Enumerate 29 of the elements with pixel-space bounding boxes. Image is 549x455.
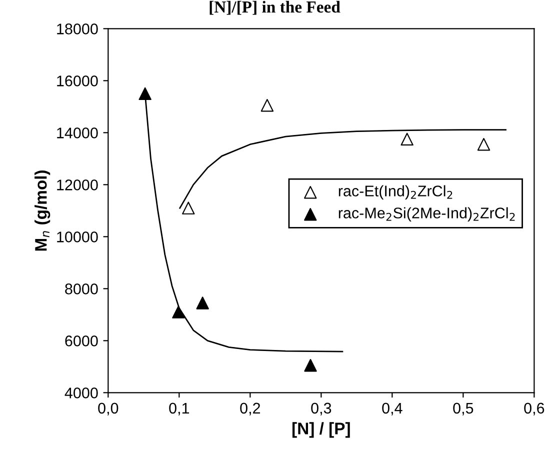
x-tick-label: 0,1 (169, 402, 190, 416)
line-series (179, 129, 506, 209)
x-tick-label: 0,5 (453, 402, 474, 416)
y-tick-label: 8000 (65, 284, 98, 294)
x-tick-label: 0,0 (98, 402, 118, 416)
x-tick-label: 0,3 (311, 402, 332, 416)
y-tick-label: 12000 (57, 180, 98, 190)
y-tick-label: 4000 (64, 388, 98, 398)
point (182, 202, 195, 214)
point (196, 296, 209, 310)
chart-title: [N]/[P] in the Feed (210, 0, 340, 15)
point (260, 99, 274, 112)
legend-label: rac-Me$_{2}$Si(2Me-Ind)$_{2}$ZrCl$_{2}$ (338, 207, 515, 222)
y-tick-label: 18000 (57, 24, 98, 34)
y-tick-label: 16000 (57, 76, 98, 86)
point (304, 359, 317, 372)
point (138, 87, 152, 100)
x-tick-label: 0,2 (240, 402, 260, 416)
y-axis-title: M$_{n}$ (g/mol) (34, 170, 50, 251)
y-tick-label: 10000 (57, 232, 98, 242)
x-tick-label: 0,6 (524, 402, 544, 416)
legend-label: rac-Et(Ind)$_{2}$ZrCl$_{2}$ (338, 185, 452, 200)
point (400, 132, 414, 146)
y-tick-label: 14000 (57, 128, 98, 138)
x-axis-title: [N] / [P] (292, 422, 350, 438)
x-tick-label: 0,4 (382, 402, 402, 416)
y-tick-label: 6000 (65, 336, 98, 346)
point (477, 138, 490, 151)
point (172, 306, 185, 318)
